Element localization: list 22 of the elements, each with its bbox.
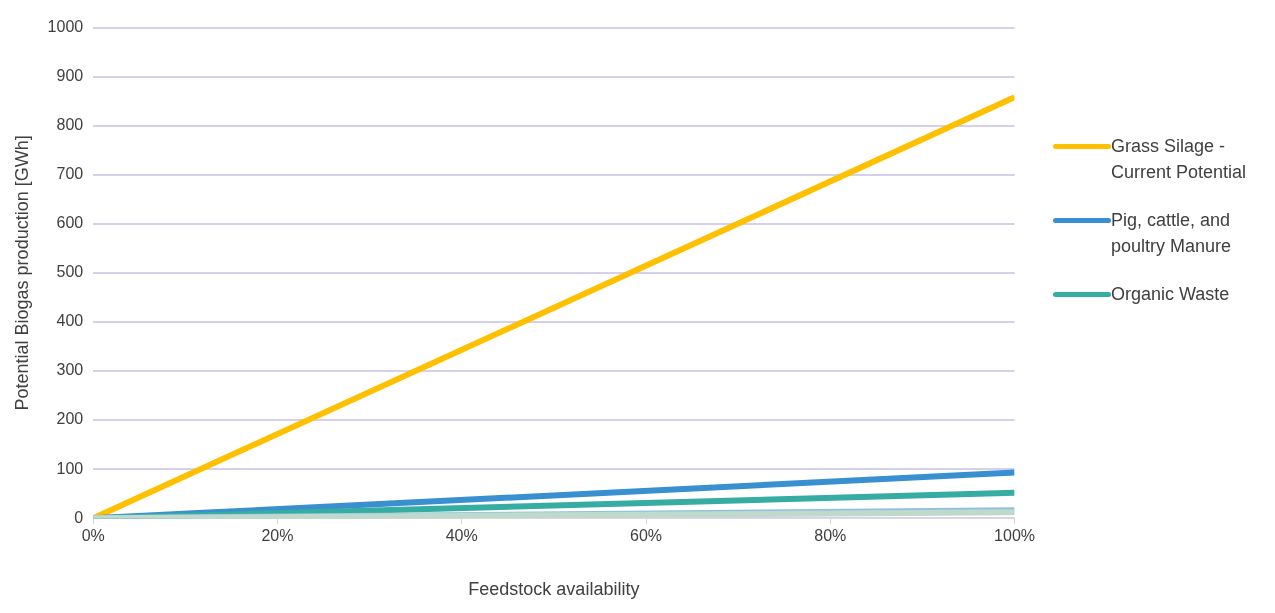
x-tick-label: 80% <box>814 527 847 545</box>
y-tick-label: 0 <box>74 508 84 526</box>
x-tick-label: 40% <box>445 527 478 545</box>
y-tick-label: 600 <box>56 214 84 232</box>
legend-label: Grass Silage - Current Potential <box>1111 135 1248 184</box>
legend-label: Pig, cattle, and poultry Manure <box>1111 209 1233 258</box>
y-tick-label: 1000 <box>47 18 84 36</box>
y-axis-title: Potential Biogas production [GWh] <box>11 135 32 411</box>
y-tick-label: 200 <box>56 410 84 428</box>
y-tick-label: 500 <box>56 263 84 281</box>
legend-label: Organic Waste <box>1111 283 1230 306</box>
y-tick-label: 900 <box>56 67 84 85</box>
x-tick-label: 100% <box>994 527 1035 545</box>
y-tick-label: 700 <box>56 165 84 183</box>
x-tick-label: 60% <box>629 527 663 545</box>
y-tick-label: 300 <box>56 361 84 379</box>
x-axis-title: Feedstock availability <box>468 579 640 600</box>
y-tick-label: 400 <box>56 312 84 330</box>
y-tick-label: 100 <box>56 459 84 477</box>
x-tick-label: 20% <box>261 527 294 545</box>
y-tick-label: 800 <box>56 116 84 134</box>
x-tick-label: 0% <box>81 527 105 545</box>
